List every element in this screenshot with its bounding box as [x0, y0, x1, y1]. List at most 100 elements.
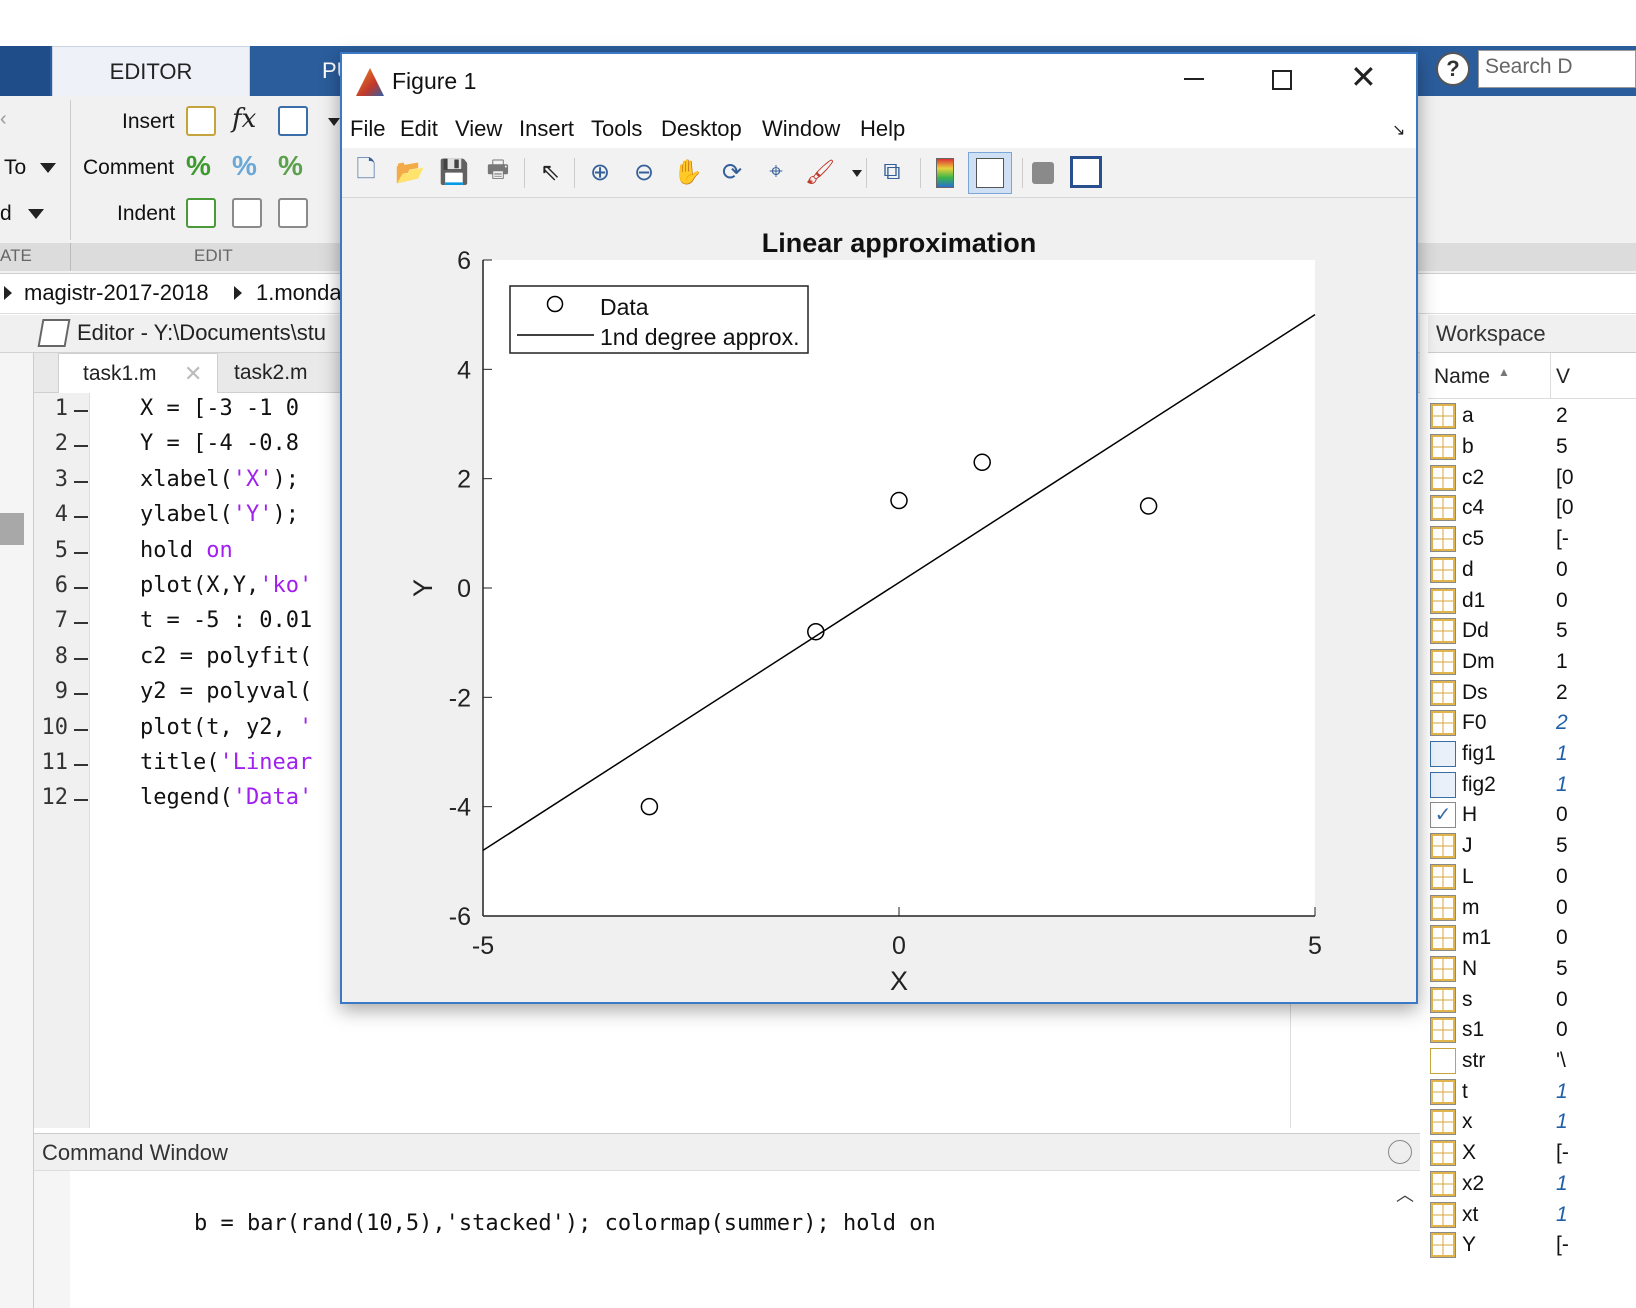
comment-icon[interactable]: % [186, 150, 211, 181]
workspace-variable-row[interactable]: c5 [- [1428, 524, 1636, 555]
code-line[interactable]: y2 = polyval( [140, 679, 313, 705]
menu-edit[interactable]: Edit [400, 116, 438, 141]
workspace-variable-row[interactable]: str '\ [1428, 1046, 1636, 1077]
breakpoint-dash[interactable] [74, 516, 88, 519]
print-icon[interactable]: 🖶 [486, 155, 510, 183]
chevron-down-icon[interactable] [40, 163, 56, 173]
tab-home[interactable] [0, 46, 50, 96]
search-documentation-input[interactable]: Search D [1478, 50, 1636, 88]
data-cursor-icon[interactable]: ⌖ [769, 158, 783, 185]
breakpoint-dash[interactable] [74, 480, 88, 483]
dock-icon[interactable]: ↘ [1392, 122, 1406, 139]
data-point[interactable] [973, 453, 991, 472]
code-line[interactable]: plot(t, y2, ' [140, 715, 312, 740]
breakpoint-dash[interactable] [74, 799, 88, 802]
scroll-thumb[interactable] [0, 513, 24, 545]
pan-hand-icon[interactable]: ✋ [673, 158, 703, 186]
edit-plot-cursor-icon[interactable]: ⇖ [539, 158, 561, 186]
show-plot-tools-icon[interactable] [1070, 156, 1102, 188]
workspace-variable-row[interactable]: X [- [1428, 1138, 1636, 1169]
save-icon[interactable]: 💾 [439, 158, 469, 186]
axes-background[interactable] [483, 260, 1315, 916]
code-line[interactable]: c2 = polyfit( [140, 643, 313, 669]
code-line[interactable]: plot(X,Y,'ko' [140, 573, 312, 598]
menu-tools[interactable]: Tools [591, 116, 643, 141]
zoom-out-icon[interactable]: ⊖ [633, 158, 655, 186]
command-window-body[interactable]: b = bar(rand(10,5),'stacked'); colormap(… [34, 1171, 1420, 1308]
figure-titlebar[interactable]: Figure 1 ✕ [342, 54, 1416, 108]
tab-task1[interactable]: task1.m [58, 353, 218, 393]
workspace-variable-row[interactable]: Y [- [1428, 1230, 1636, 1261]
comment-label[interactable]: Comment [83, 156, 175, 179]
open-file-icon[interactable]: 📂 [395, 158, 425, 186]
insert-label[interactable]: Insert [122, 110, 175, 133]
tab-editor[interactable]: EDITOR [52, 46, 250, 96]
chevron-down-icon[interactable] [328, 118, 340, 126]
legend-box[interactable] [509, 285, 809, 354]
zoom-in-icon[interactable]: ⊕ [589, 158, 611, 186]
approx-line[interactable] [482, 314, 1316, 852]
chevron-down-icon[interactable] [28, 209, 44, 219]
workspace-variable-row[interactable]: x2 1 [1428, 1169, 1636, 1200]
data-point[interactable] [1139, 497, 1158, 515]
maximize-icon[interactable] [1272, 70, 1292, 90]
menu-help[interactable]: Help [860, 116, 906, 141]
workspace-variable-row[interactable]: Ds 2 [1428, 677, 1636, 708]
link-plot-icon[interactable]: ⧉ [883, 158, 901, 185]
workspace-variable-row[interactable]: c2 [0 [1428, 462, 1636, 493]
column-name[interactable]: Name [1434, 365, 1491, 388]
workspace-variable-row[interactable]: fig1 1 [1428, 739, 1636, 770]
wrap-comments-icon[interactable]: % [278, 150, 303, 181]
insert-section-icon[interactable] [186, 106, 216, 136]
breadcrumb-item[interactable]: magistr-2017-2018 [24, 280, 209, 305]
close-icon[interactable]: ✕ [1350, 59, 1377, 95]
code-line[interactable]: legend('Data' [140, 785, 312, 810]
breakpoint-dash[interactable] [74, 551, 88, 554]
workspace-variable-row[interactable]: Dm 1 [1428, 647, 1636, 678]
indent-label[interactable]: Indent [117, 202, 176, 225]
code-line[interactable]: xlabel('X'); [140, 467, 299, 492]
pane-menu-icon[interactable] [1388, 1140, 1412, 1164]
workspace-variable-row[interactable]: fig2 1 [1428, 769, 1636, 800]
increase-indent-icon[interactable] [232, 198, 262, 228]
menu-insert[interactable]: Insert [519, 116, 575, 141]
insert-function-icon[interactable] [278, 106, 308, 136]
tab-task2[interactable]: task2.m [210, 353, 340, 393]
uncomment-icon[interactable]: % [232, 150, 257, 181]
brush-icon[interactable]: 🖌 [804, 158, 836, 186]
colorbar-icon[interactable] [936, 158, 954, 188]
code-line[interactable]: t = -5 : 0.01 [140, 608, 313, 634]
hide-plot-tools-icon[interactable] [1032, 162, 1054, 184]
minimize-icon[interactable] [1184, 78, 1204, 80]
workspace-variable-row[interactable]: F0 2 [1428, 708, 1636, 739]
workspace-variable-row[interactable]: d1 0 [1428, 585, 1636, 616]
close-icon[interactable]: ✕ [184, 361, 203, 386]
data-point[interactable] [807, 622, 825, 641]
plot-area[interactable]: 6 4 2 0 -2 -4 -6-5 0 5 Linear approximation X Y Data… [342, 200, 1416, 1002]
breakpoint-dash[interactable] [74, 693, 88, 696]
workspace-variable-row[interactable]: m1 0 [1428, 923, 1636, 954]
new-figure-icon[interactable]: 🗋 [356, 155, 376, 183]
breakpoint-dash[interactable] [74, 764, 88, 766]
menu-desktop[interactable]: Desktop [661, 116, 742, 141]
menu-view[interactable]: View [455, 116, 503, 141]
code-line[interactable]: X = [-3 -1 0 [140, 396, 313, 421]
goto-label[interactable]: To [4, 156, 27, 179]
find-label[interactable]: d [0, 202, 12, 225]
workspace-variable-row[interactable]: xt 1 [1428, 1199, 1636, 1230]
code-line[interactable]: ylabel('Y'); [140, 502, 299, 527]
breakpoint-dash[interactable] [74, 657, 88, 660]
workspace-variable-row[interactable]: Dd 5 [1428, 616, 1636, 647]
data-point[interactable] [640, 797, 659, 816]
decrease-indent-icon[interactable] [278, 198, 308, 228]
menu-window[interactable]: Window [762, 116, 841, 141]
